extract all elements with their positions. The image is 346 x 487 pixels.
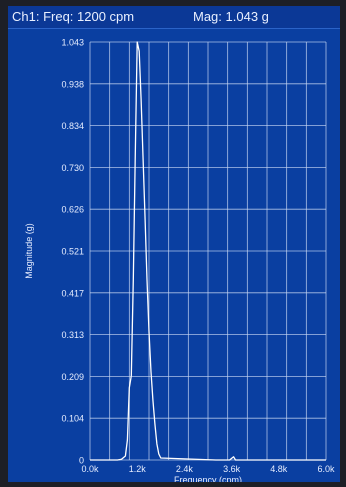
x-tick-label: 0.0k: [81, 464, 99, 474]
y-tick-label: 0.209: [61, 372, 84, 382]
y-tick-label: 0.730: [61, 163, 84, 173]
y-tick-label: 1.043: [61, 38, 84, 48]
analyzer-screen: Ch1: Freq: 1200 cpm Mag: 1.043 g 0 0.104 0…: [8, 6, 340, 482]
magnitude-readout: Mag: 1.043 g: [193, 9, 269, 24]
y-axis-label: Magnitude (g): [24, 223, 34, 279]
grid-lines: [89, 41, 327, 461]
y-tick-label: 0.313: [61, 330, 84, 340]
channel-frequency-readout: Ch1: Freq: 1200 cpm: [12, 9, 135, 24]
spectrum-trace: [90, 41, 326, 461]
y-tick-label: 0.521: [61, 247, 84, 257]
x-tick-label: 6.0k: [317, 464, 335, 474]
status-header: Ch1: Freq: 1200 cpm Mag: 1.043 g: [8, 6, 340, 29]
y-tick-label: 0.938: [61, 79, 84, 89]
y-tick-label: 0.626: [61, 205, 84, 215]
x-tick-label: 3.6k: [223, 464, 241, 474]
x-tick-label: 2.4k: [176, 464, 194, 474]
y-tick-label: 0: [79, 456, 84, 466]
x-tick-label: 1.2k: [129, 464, 147, 474]
x-axis-label: Frequency (cpm): [174, 475, 242, 482]
y-tick-label: 0.417: [61, 288, 84, 298]
spectrum-chart: 0 0.104 0.209 0.313 0.417 0.521 0.626 0.730 0.83…: [24, 38, 335, 483]
y-tick-label: 0.834: [61, 121, 84, 131]
x-tick-label: 4.8k: [270, 464, 288, 474]
y-tick-label: 0.104: [61, 414, 84, 424]
